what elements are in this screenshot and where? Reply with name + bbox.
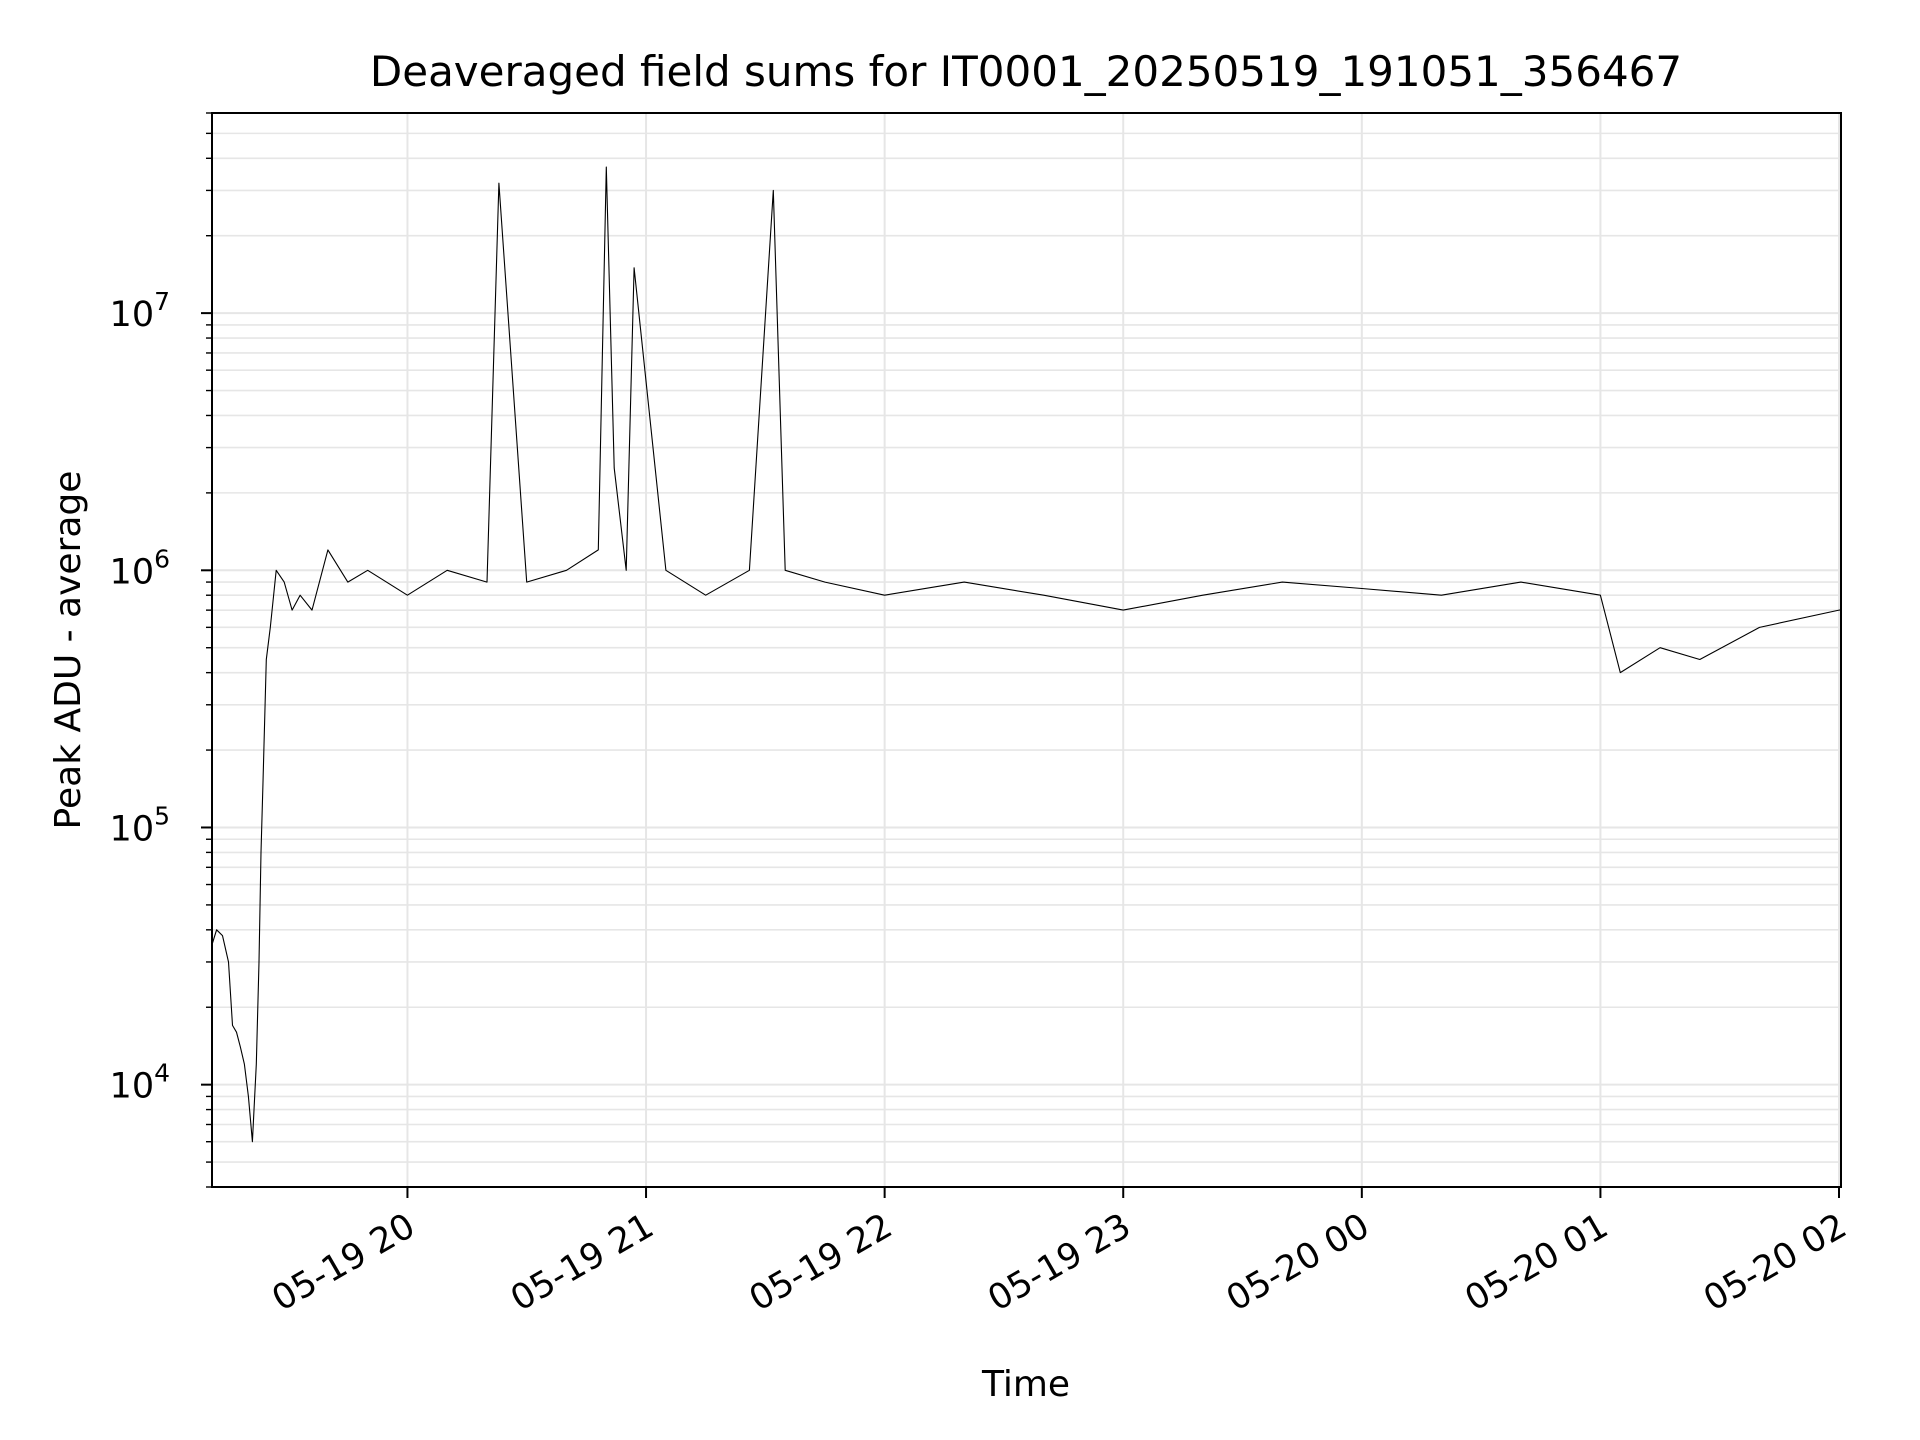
y-axis-label: Peak ADU - average [48, 471, 89, 830]
y-axis: 104 105 106 107 [110, 112, 212, 1188]
x-axis-label: Time [981, 1364, 1070, 1405]
y-tick-label: 106 [110, 544, 170, 592]
series-layer [211, 166, 1841, 1143]
y-tick-label: 107 [110, 287, 170, 335]
y-tick-label: 105 [110, 801, 170, 849]
chart-title: Deaveraged field sums for IT0001_2025051… [370, 47, 1682, 96]
series-line [211, 166, 1841, 1143]
y-tick-label: 104 [110, 1059, 170, 1107]
plot-frame [211, 112, 1842, 1188]
